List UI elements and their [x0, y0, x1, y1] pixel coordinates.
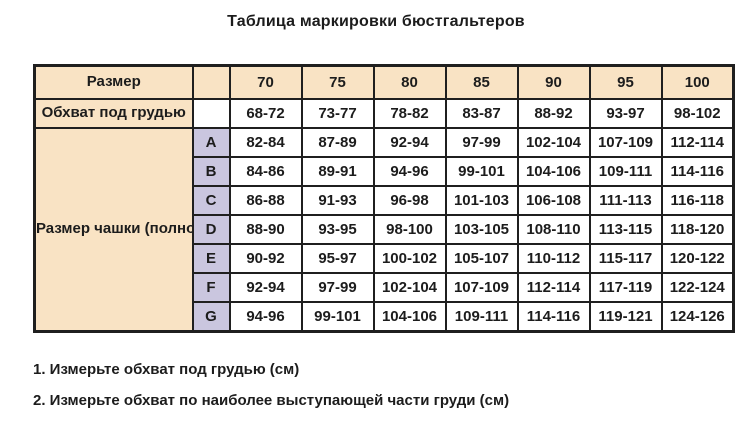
- table-row-cup-d: D 88-90 93-95 98-100 103-105 108-110 113…: [35, 214, 735, 245]
- cup-value-cell: 117-119: [588, 272, 663, 303]
- cup-value-cell: 124-126: [660, 301, 735, 333]
- cup-value-cell: 109-111: [444, 301, 519, 333]
- size-column-header: 100: [660, 64, 735, 100]
- footnotes: 1. Измерьте обхват под грудью (см) 2. Из…: [33, 361, 509, 423]
- underbust-spacer-cell: [191, 98, 231, 129]
- cup-section-label: Размер чашки (полнота): [33, 127, 194, 333]
- cup-value-cell: 102-104: [516, 127, 591, 158]
- cup-value-cell: 115-117: [588, 243, 663, 274]
- cup-value-cell: 93-95: [300, 214, 375, 245]
- cup-letter-cell: D: [191, 214, 231, 245]
- cup-value-cell: 88-90: [228, 214, 303, 245]
- cup-letter-cell: F: [191, 272, 231, 303]
- underbust-value-cell: 98-102: [660, 98, 735, 129]
- cup-letter-cell: B: [191, 156, 231, 187]
- underbust-value-cell: 78-82: [372, 98, 447, 129]
- size-row-label: Размер: [33, 64, 194, 100]
- cup-value-cell: 120-122: [660, 243, 735, 274]
- cup-value-cell: 82-84: [228, 127, 303, 158]
- cup-value-cell: 104-106: [372, 301, 447, 333]
- size-column-header: 80: [372, 64, 447, 100]
- underbust-value-cell: 83-87: [444, 98, 519, 129]
- size-column-header: 75: [300, 64, 375, 100]
- underbust-value-cell: 73-77: [300, 98, 375, 129]
- cup-value-cell: 108-110: [516, 214, 591, 245]
- cup-value-cell: 99-101: [300, 301, 375, 333]
- cup-value-cell: 86-88: [228, 185, 303, 216]
- cup-value-cell: 113-115: [588, 214, 663, 245]
- size-row-spacer-cell: [191, 64, 231, 100]
- cup-value-cell: 96-98: [372, 185, 447, 216]
- cup-value-cell: 97-99: [300, 272, 375, 303]
- cup-value-cell: 94-96: [372, 156, 447, 187]
- cup-value-cell: 99-101: [444, 156, 519, 187]
- underbust-value-cell: 88-92: [516, 98, 591, 129]
- size-column-header: 95: [588, 64, 663, 100]
- underbust-value-cell: 68-72: [228, 98, 303, 129]
- cup-value-cell: 92-94: [372, 127, 447, 158]
- size-column-header: 85: [444, 64, 519, 100]
- cup-value-cell: 118-120: [660, 214, 735, 245]
- cup-value-cell: 103-105: [444, 214, 519, 245]
- table-row-cup-c: C 86-88 91-93 96-98 101-103 106-108 111-…: [35, 185, 735, 216]
- footnote-measure-underbust: 1. Измерьте обхват под грудью (см): [33, 361, 300, 378]
- cup-value-cell: 119-121: [588, 301, 663, 333]
- underbust-value-cell: 93-97: [588, 98, 663, 129]
- cup-value-cell: 102-104: [372, 272, 447, 303]
- table-row-cup-e: E 90-92 95-97 100-102 105-107 110-112 11…: [35, 243, 735, 274]
- cup-value-cell: 110-112: [516, 243, 591, 274]
- underbust-row-label: Обхват под грудью: [33, 98, 194, 129]
- table-row-cup-g: G 94-96 99-101 104-106 109-111 114-116 1…: [35, 301, 735, 333]
- cup-value-cell: 89-91: [300, 156, 375, 187]
- table-row-cup-f: F 92-94 97-99 102-104 107-109 112-114 11…: [35, 272, 735, 303]
- cup-value-cell: 91-93: [300, 185, 375, 216]
- table-row-cup-b: B 84-86 89-91 94-96 99-101 104-106 109-1…: [35, 156, 735, 187]
- cup-value-cell: 105-107: [444, 243, 519, 274]
- cup-value-cell: 106-108: [516, 185, 591, 216]
- cup-value-cell: 84-86: [228, 156, 303, 187]
- footnote-measure-bust: 2. Измерьте обхват по наиболее выступающ…: [33, 392, 510, 409]
- cup-letter-cell: A: [191, 127, 231, 158]
- table-row-sizes: Размер 70 75 80 85 90 95 100: [33, 64, 735, 100]
- cup-value-cell: 114-116: [516, 301, 591, 333]
- bra-size-table: Размер 70 75 80 85 90 95 100 Обхват под …: [33, 64, 735, 333]
- cup-value-cell: 111-113: [588, 185, 663, 216]
- size-column-header: 70: [228, 64, 303, 100]
- cup-value-cell: 112-114: [516, 272, 591, 303]
- cup-letter-cell: G: [191, 301, 231, 333]
- cup-value-cell: 98-100: [372, 214, 447, 245]
- cup-value-cell: 107-109: [444, 272, 519, 303]
- cup-value-cell: 97-99: [444, 127, 519, 158]
- table-row-cup-a: Размер чашки (полнота) A 82-84 87-89 92-…: [33, 127, 735, 333]
- cup-value-cell: 94-96: [228, 301, 303, 333]
- cup-value-cell: 112-114: [660, 127, 735, 158]
- cup-letter-cell: C: [191, 185, 231, 216]
- cup-value-cell: 95-97: [300, 243, 375, 274]
- cup-value-cell: 101-103: [444, 185, 519, 216]
- cup-value-cell: 114-116: [660, 156, 735, 187]
- cup-value-cell: 100-102: [372, 243, 447, 274]
- cup-value-cell: 87-89: [300, 127, 375, 158]
- cup-value-cell: 109-111: [588, 156, 663, 187]
- cup-value-cell: 122-124: [660, 272, 735, 303]
- page-title: Таблица маркировки бюстгальтеров: [227, 13, 525, 30]
- cup-letter-cell: E: [191, 243, 231, 274]
- cup-value-cell: 90-92: [228, 243, 303, 274]
- cup-value-cell: 104-106: [516, 156, 591, 187]
- table-row-underbust: Обхват под грудью 68-72 73-77 78-82 83-8…: [33, 98, 735, 129]
- cup-value-cell: 107-109: [588, 127, 663, 158]
- size-column-header: 90: [516, 64, 591, 100]
- cup-value-cell: 116-118: [660, 185, 735, 216]
- cup-value-cell: 92-94: [228, 272, 303, 303]
